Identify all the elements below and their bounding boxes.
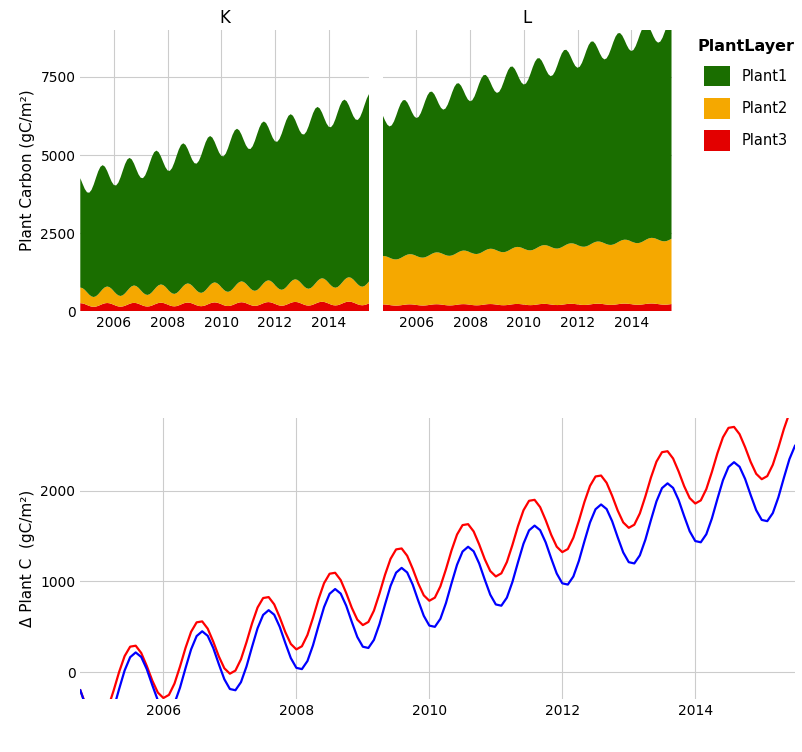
Title: K: K <box>219 9 230 27</box>
Y-axis label: Δ Plant C  (gC/m²): Δ Plant C (gC/m²) <box>20 490 34 627</box>
Y-axis label: Plant Carbon (gC/m²): Plant Carbon (gC/m²) <box>20 90 34 251</box>
Legend: Plant1, Plant2, Plant3: Plant1, Plant2, Plant3 <box>690 32 801 158</box>
Title: L: L <box>522 9 531 27</box>
